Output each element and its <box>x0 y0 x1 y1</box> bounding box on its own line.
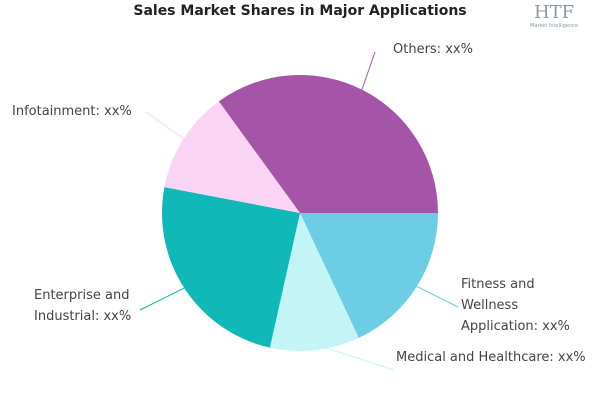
leader-line <box>139 285 190 311</box>
pie-slice <box>269 213 359 351</box>
leader-line <box>359 51 376 96</box>
logo-name: HTF <box>533 2 575 23</box>
slice-label: Infotainment: xx% <box>12 104 132 119</box>
slice-label: Others: xx% <box>393 42 473 57</box>
leader-line <box>145 111 189 143</box>
pie-slice <box>162 187 300 348</box>
leader-line <box>314 343 395 371</box>
logo-tagline: Market Intelligence <box>530 23 578 29</box>
slice-label: Enterprise and Industrial: xx% <box>34 288 132 324</box>
chart-title: Sales Market Shares in Major Application… <box>133 3 467 19</box>
slice-label: Medical and Healthcare: xx% <box>396 350 586 365</box>
pie-slice <box>218 75 438 213</box>
pie-slice <box>300 213 438 338</box>
slice-label: Fitness and Wellness Application: xx% <box>461 277 570 334</box>
leader-line <box>411 283 459 308</box>
pie-slice <box>164 101 300 213</box>
logo: HTF Market Intelligence <box>530 2 578 29</box>
